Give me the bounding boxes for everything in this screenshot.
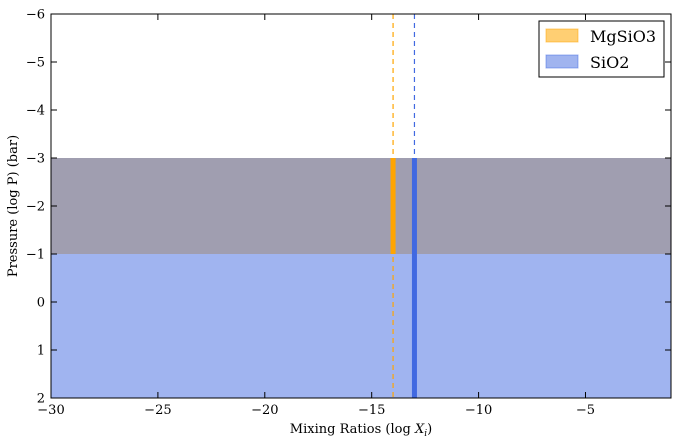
y-tick-label: −6 xyxy=(26,8,45,23)
legend-swatch-sio2 xyxy=(545,54,579,69)
y-tick-label: 1 xyxy=(37,344,45,359)
y-tick-label: −3 xyxy=(26,152,45,167)
y-tick-label: 0 xyxy=(37,296,45,311)
y-tick-label: −1 xyxy=(26,248,45,263)
y-tick-label: −5 xyxy=(26,56,45,71)
y-tick-label: 2 xyxy=(37,392,45,407)
x-tick-label: −5 xyxy=(576,403,595,418)
legend-label-sio2: SiO2 xyxy=(590,53,629,72)
cloud-band-sio2 xyxy=(51,158,671,398)
x-tick-label: −15 xyxy=(358,403,385,418)
x-tick-label: −10 xyxy=(465,403,492,418)
legend: MgSiO3 SiO2 xyxy=(538,20,665,78)
legend-swatch-mgsio3 xyxy=(545,28,579,43)
x-axis-label: Mixing Ratios (log Xi) xyxy=(290,422,432,439)
legend-label-mgsio3: MgSiO3 xyxy=(590,27,656,46)
x-tick-label: −20 xyxy=(251,403,278,418)
plot-area xyxy=(51,14,671,398)
y-tick-label: −2 xyxy=(26,200,45,215)
x-tick-label: −30 xyxy=(37,403,64,418)
y-tick-label: −4 xyxy=(26,104,45,119)
y-axis-label: Pressure (log P) (bar) xyxy=(6,135,21,277)
x-tick-label: −25 xyxy=(144,403,171,418)
